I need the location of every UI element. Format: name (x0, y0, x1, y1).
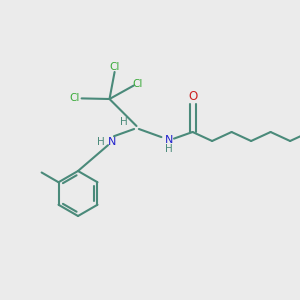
Text: H: H (97, 136, 105, 147)
Text: Cl: Cl (70, 93, 80, 103)
Text: Cl: Cl (110, 61, 120, 72)
Text: Cl: Cl (132, 79, 142, 89)
Text: H: H (120, 117, 128, 128)
Text: N: N (164, 135, 173, 145)
Text: H: H (165, 144, 172, 154)
Text: O: O (188, 90, 197, 104)
Text: N: N (108, 136, 116, 147)
